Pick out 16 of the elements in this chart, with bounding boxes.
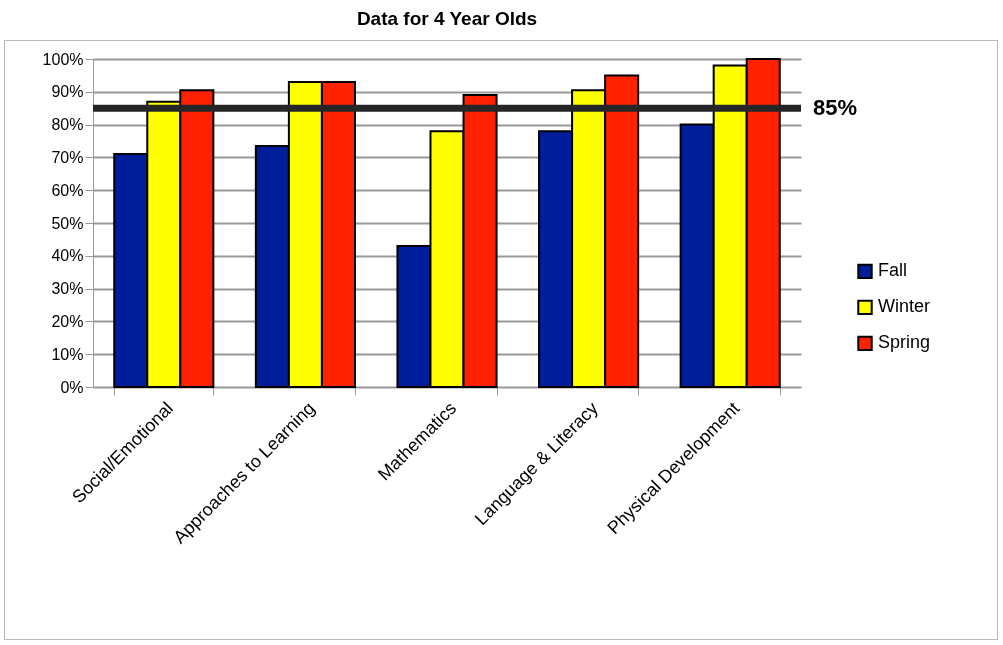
y-tick-label: 50% (51, 214, 84, 232)
legend-label: Spring (878, 332, 931, 353)
y-tick-label: 20% (51, 312, 84, 330)
y-tick-label: 80% (51, 116, 84, 134)
y-tick-label: 40% (51, 247, 84, 265)
ref-line-label: 85% (813, 95, 858, 121)
y-tick-label: 30% (51, 280, 84, 298)
legend-label: Winter (878, 296, 931, 317)
legend-label: Fall (878, 260, 908, 281)
y-tick-label: 60% (51, 181, 84, 199)
chart-title: Data for 4 Year Olds (356, 8, 538, 29)
y-tick-label: 10% (51, 345, 84, 363)
y-tick-label: 90% (51, 83, 84, 101)
y-tick-label: 100% (42, 50, 84, 68)
y-tick-label: 70% (51, 148, 84, 166)
y-tick-label: 0% (60, 378, 84, 396)
